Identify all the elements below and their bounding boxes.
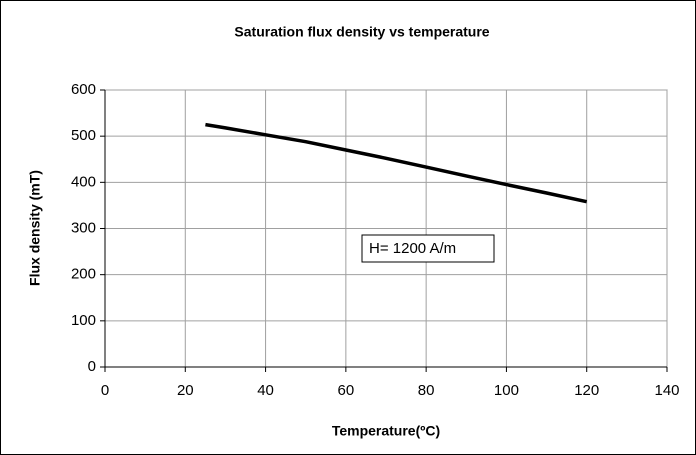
x-tick-label: 40	[257, 382, 274, 399]
x-tick-label: 100	[494, 382, 519, 399]
x-tick-label: 20	[177, 382, 194, 399]
x-tick-label: 0	[101, 382, 109, 399]
x-tick-label: 60	[338, 382, 355, 399]
y-tick-label: 500	[71, 127, 96, 144]
y-tick-label: 200	[71, 266, 96, 283]
annotation-box	[361, 234, 495, 263]
y-tick-label: 0	[88, 358, 96, 375]
y-tick-label: 100	[71, 312, 96, 329]
y-axis-label: Flux density (mT)	[27, 170, 43, 286]
x-tick-label: 80	[418, 382, 435, 399]
annotation: H= 1200 A/m	[369, 240, 456, 257]
x-tick-label: 140	[654, 382, 679, 399]
x-tick-label: 120	[574, 382, 599, 399]
y-tick-label: 600	[71, 81, 96, 98]
y-tick-label: 400	[71, 173, 96, 190]
chart-title: Saturation flux density vs temperature	[234, 24, 489, 40]
y-tick-label: 300	[71, 219, 96, 236]
x-axis-label: Temperature(ºC)	[332, 423, 440, 439]
data-line	[205, 122, 588, 204]
